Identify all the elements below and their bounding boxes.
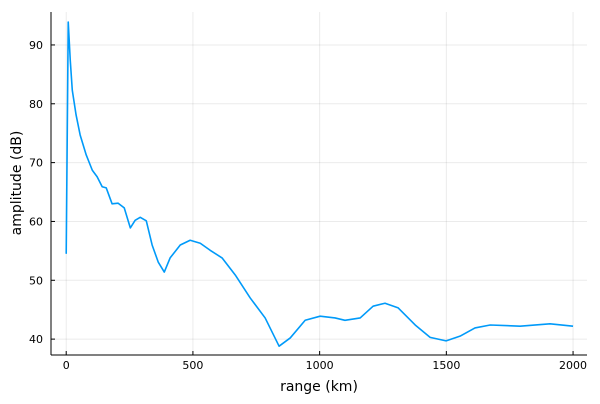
y-tick-label: 80 <box>29 98 43 111</box>
x-tick-label: 1000 <box>306 359 334 372</box>
y-tick-label: 90 <box>29 39 43 52</box>
x-tick-label: 0 <box>63 359 70 372</box>
y-tick-label: 40 <box>29 333 43 346</box>
x-tick-label: 1500 <box>432 359 460 372</box>
y-tick-label: 50 <box>29 274 43 287</box>
y-tick-label: 70 <box>29 157 43 170</box>
x-tick-label: 2000 <box>559 359 587 372</box>
x-axis-label: range (km) <box>280 379 358 395</box>
y-tick-label: 60 <box>29 215 43 228</box>
y-axis-label: amplitude (dB) <box>9 131 25 236</box>
x-tick-label: 500 <box>182 359 203 372</box>
line <box>65 21 574 347</box>
